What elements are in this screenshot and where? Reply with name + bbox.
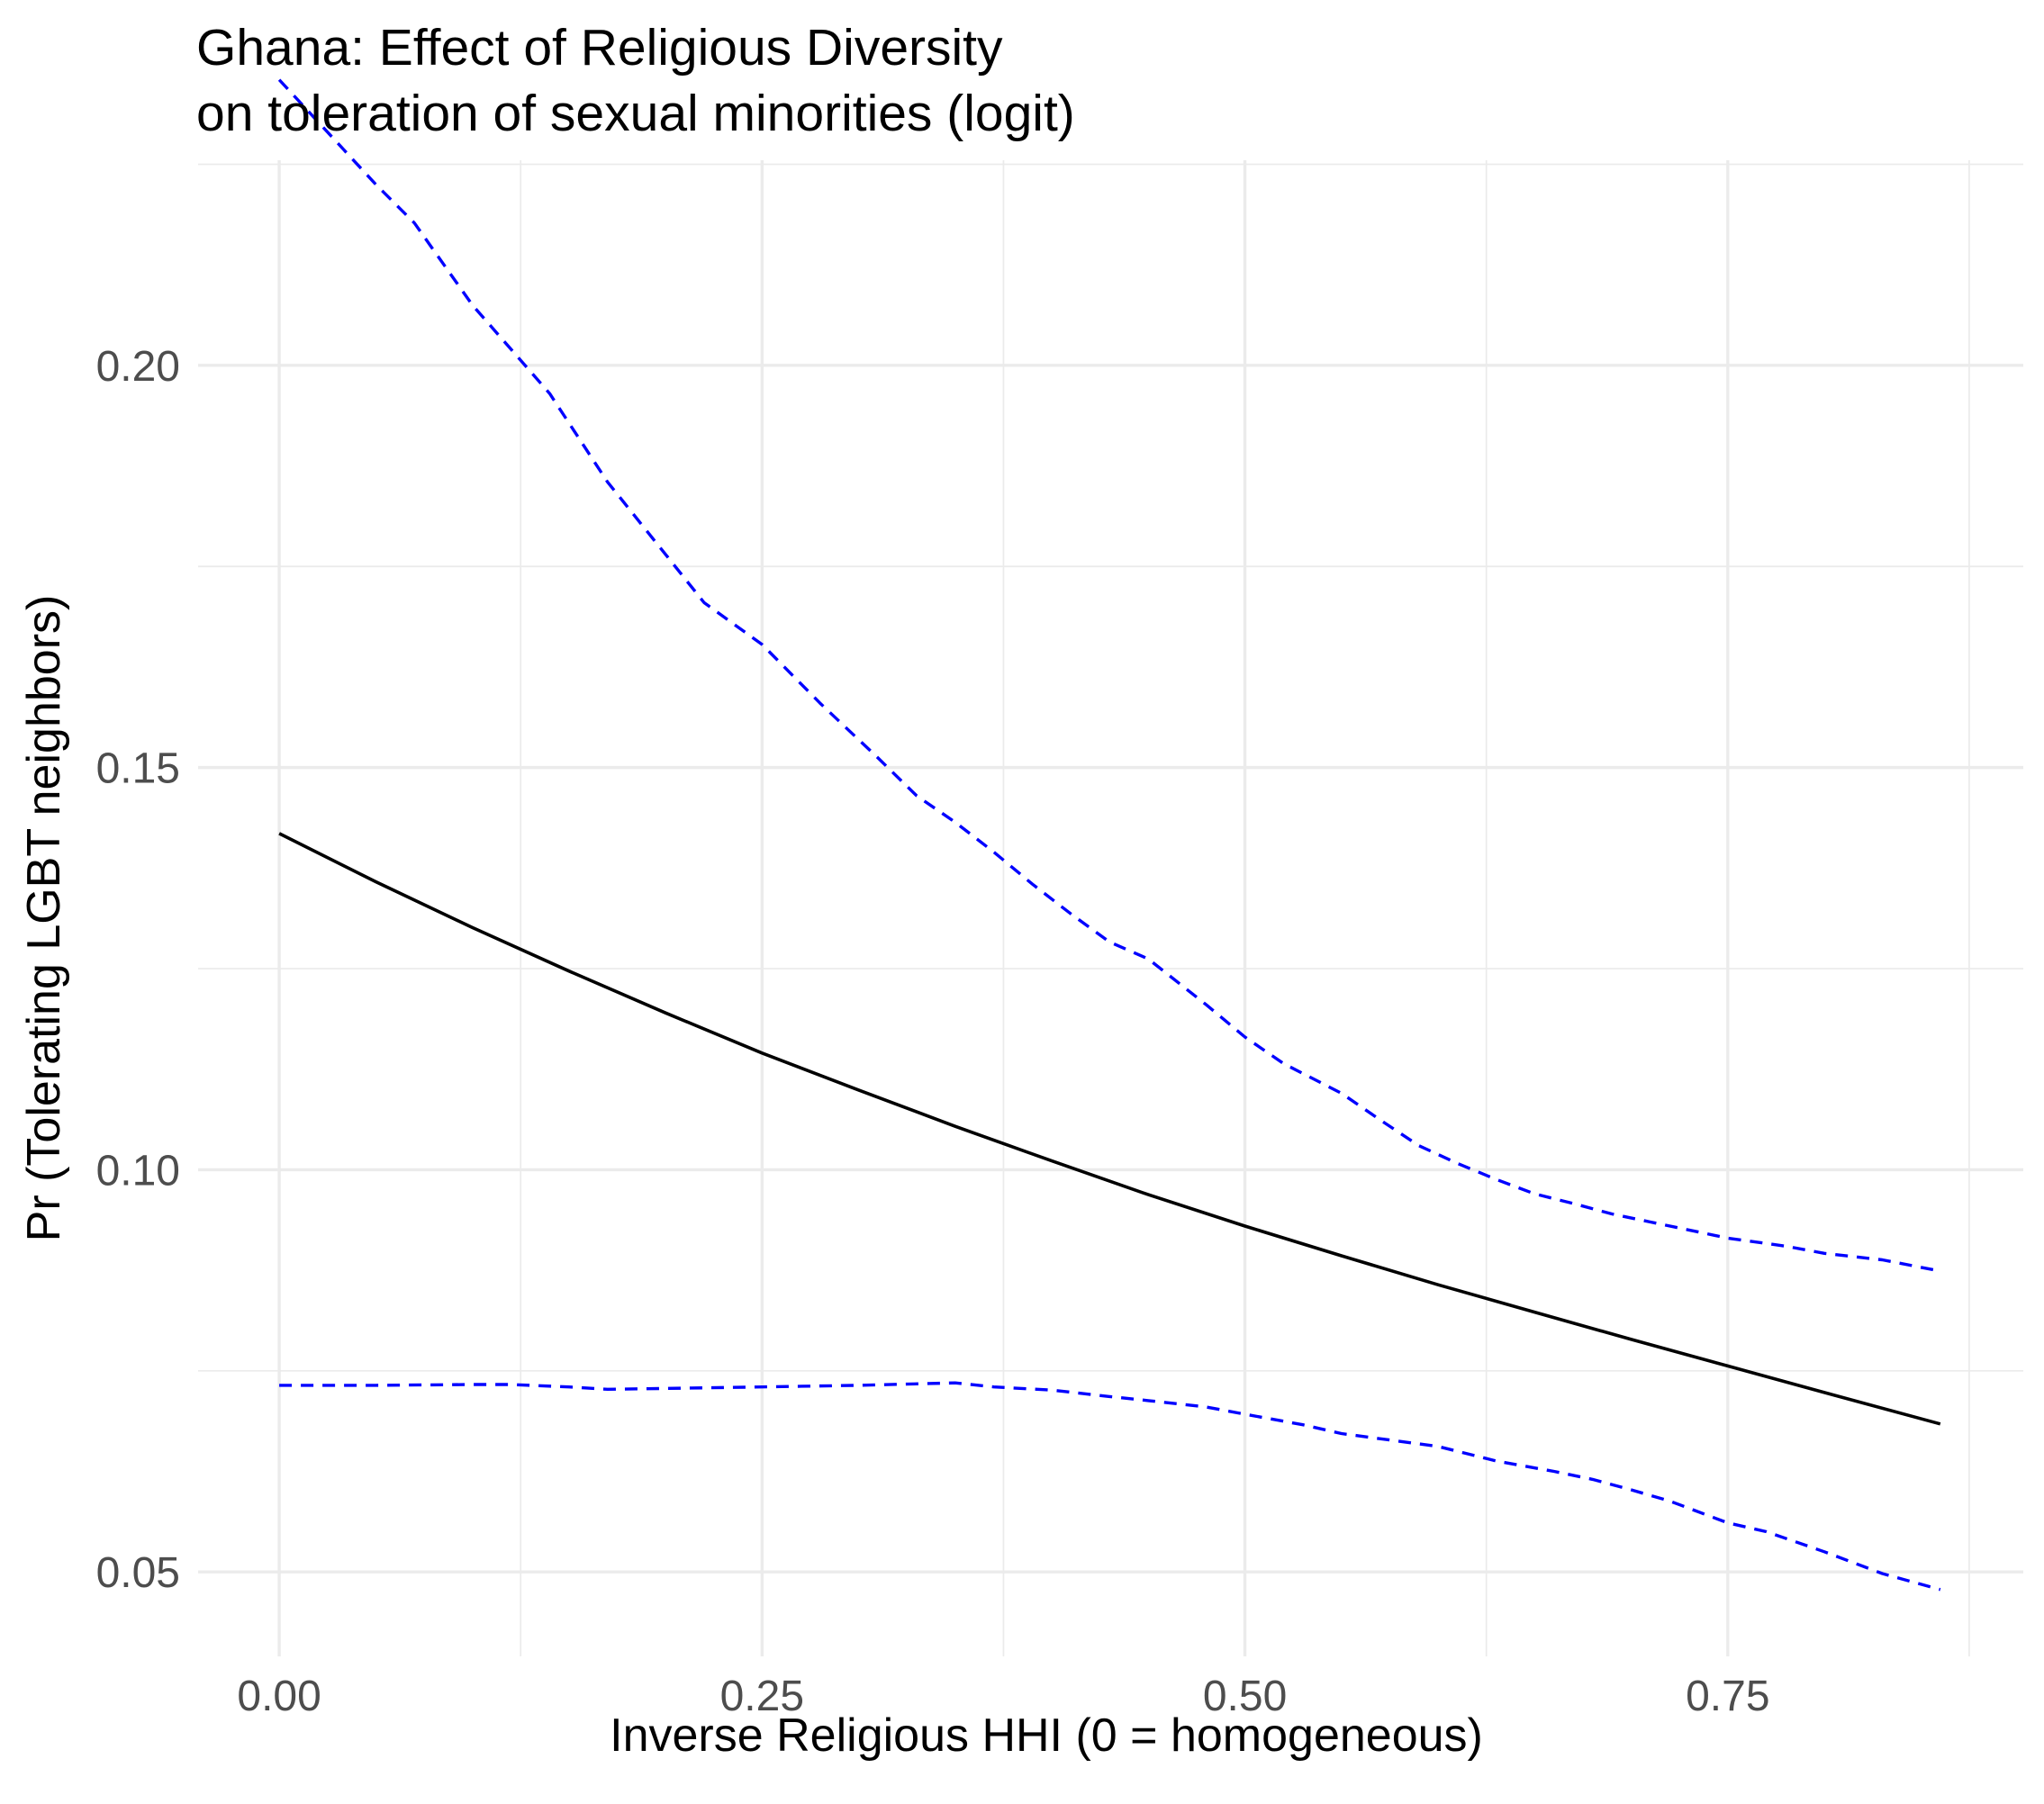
x-tick-label: 0.50 (1203, 1673, 1287, 1720)
tick-labels: 0.05 0.10 0.15 0.20 0.00 0.25 0.50 0.75 (96, 343, 1770, 1720)
y-axis-title: Pr (Tolerating LGBT neighbors) (18, 595, 70, 1242)
upper-ci-line (277, 78, 1941, 1273)
series-layer (277, 78, 1941, 1592)
x-tick-label: 0.75 (1686, 1673, 1769, 1720)
x-axis-title: Inverse Religious HHI (0 = homogeneous) (610, 1709, 1483, 1762)
x-tick-label: 0.00 (237, 1673, 321, 1720)
grid (198, 160, 2023, 1656)
estimate-line (278, 832, 1941, 1426)
y-tick-label: 0.15 (96, 745, 180, 793)
y-tick-label: 0.05 (96, 1549, 180, 1597)
chart-title: Ghana: Effect of Religious Diversity (196, 19, 1003, 77)
y-tick-label: 0.20 (96, 343, 180, 391)
y-tick-label: 0.10 (96, 1147, 180, 1195)
x-tick-label: 0.25 (720, 1673, 804, 1720)
chart-subtitle: on toleration of sexual minorities (logi… (196, 85, 1075, 142)
